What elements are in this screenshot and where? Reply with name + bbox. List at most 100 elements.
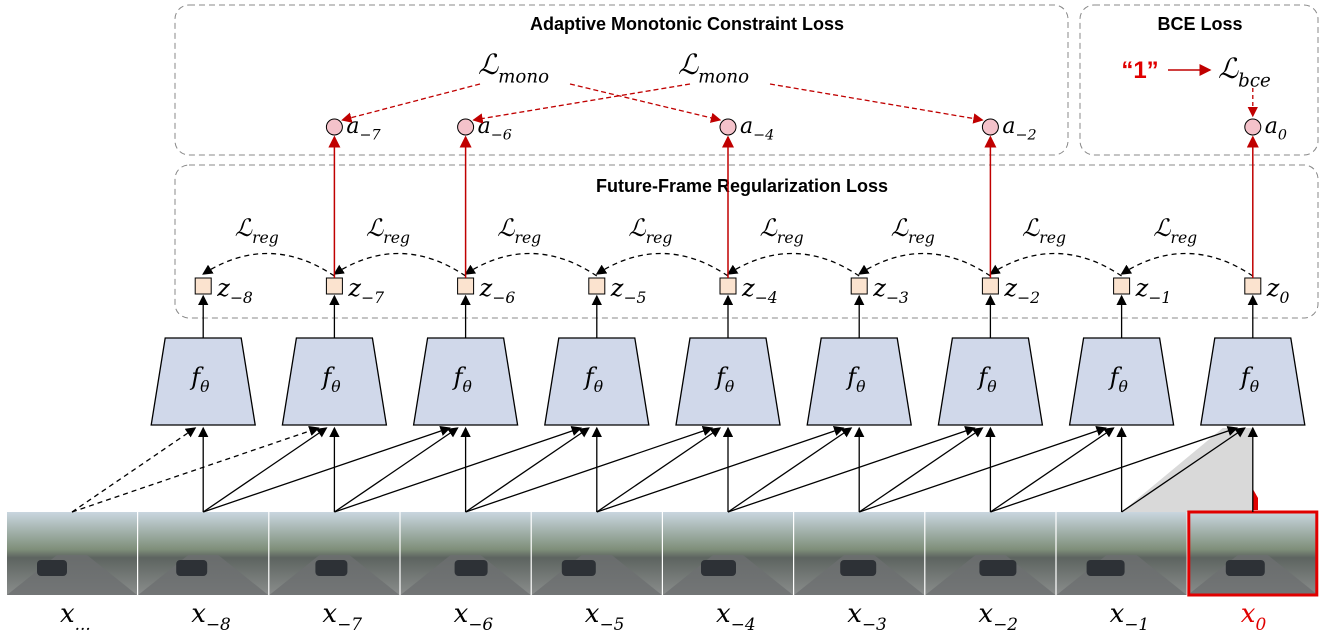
math-label: x... bbox=[60, 599, 91, 634]
math-label: z0 bbox=[1266, 274, 1290, 307]
math-sub: 0 bbox=[1279, 289, 1289, 307]
math-sub: mono bbox=[498, 66, 549, 87]
math-sub: mono bbox=[698, 66, 749, 87]
feature bbox=[589, 278, 605, 294]
math-base: z bbox=[741, 274, 755, 302]
math-label: a0 bbox=[1265, 114, 1287, 144]
math-sub: θ bbox=[331, 378, 341, 396]
math-sub: reg bbox=[908, 229, 935, 247]
car bbox=[840, 560, 876, 576]
math-label: ℒreg bbox=[497, 214, 541, 247]
feature bbox=[1245, 278, 1261, 294]
feature bbox=[458, 278, 474, 294]
reg-arc bbox=[334, 253, 465, 276]
math-sub: −6 bbox=[492, 289, 515, 307]
car bbox=[1087, 560, 1125, 576]
math-base: a bbox=[1002, 114, 1015, 139]
math-label: x−8 bbox=[191, 599, 231, 634]
input-arrow bbox=[72, 428, 195, 512]
bce-target: “1” bbox=[1121, 57, 1158, 84]
math-sub: −4 bbox=[731, 614, 756, 634]
math-sub: θ bbox=[1250, 378, 1260, 396]
math-base: x bbox=[454, 599, 469, 629]
input-arrow bbox=[990, 428, 1113, 512]
math-label: x−3 bbox=[847, 599, 887, 634]
math-sub: reg bbox=[646, 229, 673, 247]
math-base: ℒ bbox=[1153, 214, 1171, 242]
mono-arrow bbox=[474, 84, 690, 120]
mono-arrow bbox=[770, 84, 982, 120]
math-base: ℒ bbox=[1218, 52, 1239, 85]
math-base: x bbox=[1241, 599, 1256, 629]
math-label: x−1 bbox=[1110, 599, 1150, 634]
reg-arc bbox=[597, 253, 728, 276]
attention-node bbox=[326, 119, 342, 135]
math-base: x bbox=[322, 599, 337, 629]
math-base: z bbox=[347, 274, 361, 302]
math-base: ℒ bbox=[478, 48, 499, 81]
math-label: x−2 bbox=[978, 599, 1018, 634]
math-sub: −4 bbox=[755, 289, 778, 307]
math-sub: −1 bbox=[1148, 289, 1171, 307]
input-arrow bbox=[728, 428, 974, 512]
math-base: z bbox=[610, 274, 624, 302]
math-label: x0 bbox=[1241, 599, 1267, 634]
car bbox=[979, 560, 1016, 576]
math-sub: −8 bbox=[206, 614, 231, 634]
math-sub: −7 bbox=[360, 128, 382, 144]
math-base: ℒ bbox=[628, 214, 646, 242]
math-base: a bbox=[740, 114, 753, 139]
attention-node bbox=[720, 119, 736, 135]
math-base: x bbox=[585, 599, 600, 629]
math-base: x bbox=[191, 599, 206, 629]
input-arrow bbox=[859, 428, 1105, 512]
math-label: ℒreg bbox=[1153, 214, 1197, 247]
math-label: ℒmono bbox=[478, 48, 549, 87]
math-label: z−8 bbox=[216, 274, 253, 307]
math-base: ℒ bbox=[678, 48, 699, 81]
math-sub: reg bbox=[777, 229, 804, 247]
math-base: z bbox=[479, 274, 493, 302]
math-sub: θ bbox=[1118, 378, 1128, 396]
math-sub: −5 bbox=[623, 289, 646, 307]
math-sub: θ bbox=[725, 378, 735, 396]
math-label: a−2 bbox=[1002, 114, 1036, 144]
mono-arrow bbox=[342, 84, 480, 120]
math-sub: −6 bbox=[468, 614, 493, 634]
attention-node bbox=[1245, 119, 1261, 135]
feature bbox=[195, 278, 211, 294]
input-arrow bbox=[72, 428, 318, 512]
math-label: ℒreg bbox=[366, 214, 410, 247]
math-base: ℒ bbox=[1022, 214, 1040, 242]
math-label: ℒreg bbox=[628, 214, 672, 247]
reg-title: Future-Frame Regularization Loss bbox=[596, 176, 888, 196]
math-sub: θ bbox=[856, 378, 866, 396]
input-arrow bbox=[597, 428, 720, 512]
math-sub: −3 bbox=[886, 289, 909, 307]
math-label: x−7 bbox=[322, 599, 362, 634]
math-label: a−4 bbox=[740, 114, 774, 144]
mono-title: Adaptive Monotonic Constraint Loss bbox=[530, 14, 844, 34]
feature bbox=[851, 278, 867, 294]
math-sub: θ bbox=[987, 378, 997, 396]
math-label: ℒreg bbox=[1022, 214, 1066, 247]
math-label: z−2 bbox=[1003, 274, 1040, 307]
input-arrow bbox=[334, 428, 457, 512]
diagram: Adaptive Monotonic Constraint Loss BCE L… bbox=[0, 0, 1327, 638]
input-arrow bbox=[466, 428, 589, 512]
math-sub: reg bbox=[514, 229, 541, 247]
math-base: z bbox=[1003, 274, 1017, 302]
bce-title: BCE Loss bbox=[1157, 14, 1242, 34]
reg-arc bbox=[203, 253, 334, 276]
math-label: ℒmono bbox=[678, 48, 749, 87]
math-label: z−1 bbox=[1135, 274, 1172, 307]
input-arrow bbox=[203, 428, 326, 512]
feature bbox=[982, 278, 998, 294]
math-base: x bbox=[978, 599, 993, 629]
reg-arc bbox=[859, 253, 990, 276]
math-sub: −2 bbox=[1016, 128, 1037, 144]
car bbox=[176, 560, 207, 576]
math-base: x bbox=[60, 599, 75, 629]
math-sub: −1 bbox=[1124, 614, 1149, 634]
math-label: x−4 bbox=[716, 599, 756, 634]
